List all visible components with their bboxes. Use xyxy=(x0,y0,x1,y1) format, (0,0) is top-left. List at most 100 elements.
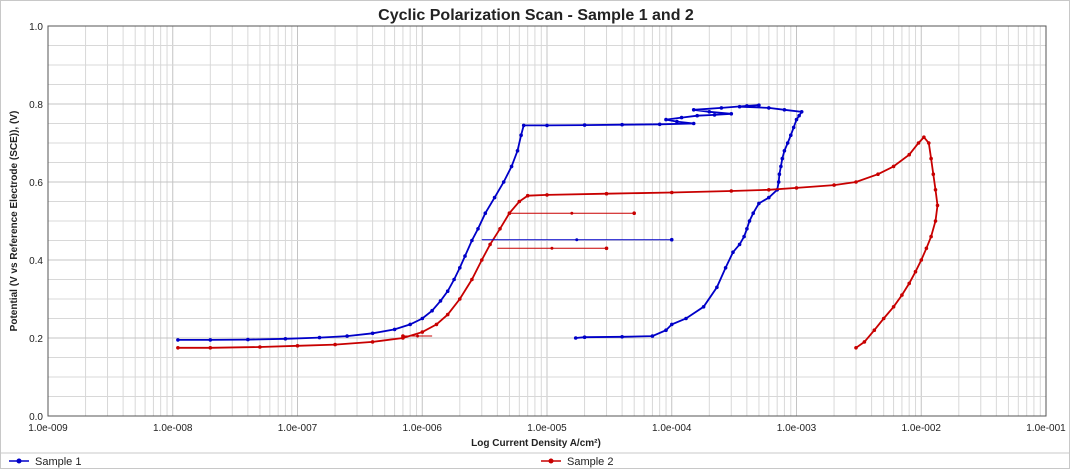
series-point xyxy=(408,322,413,327)
side-trace-point xyxy=(550,246,554,250)
legend-label: Sample 2 xyxy=(567,456,613,468)
series-point xyxy=(515,149,520,153)
side-trace-point xyxy=(570,211,574,215)
side-trace-point xyxy=(416,334,420,338)
side-trace-point xyxy=(604,246,609,251)
series-point xyxy=(799,110,804,114)
series-point xyxy=(876,172,880,176)
series-point xyxy=(604,191,609,196)
series-point xyxy=(776,180,781,184)
series-point xyxy=(498,227,502,231)
series-point xyxy=(434,322,439,327)
series-point xyxy=(924,246,929,251)
series-point xyxy=(935,203,940,208)
series-point xyxy=(670,190,674,195)
series-point xyxy=(691,121,696,126)
series-point xyxy=(208,338,213,342)
series-point xyxy=(420,330,425,334)
series-point xyxy=(933,188,938,192)
series-point xyxy=(333,342,337,347)
x-tick-label: 1.0e-003 xyxy=(777,423,817,434)
series-point xyxy=(445,312,450,317)
side-trace-point xyxy=(669,237,674,242)
series-point xyxy=(370,331,375,336)
series-point xyxy=(751,211,755,215)
series-point xyxy=(657,122,662,127)
series-point xyxy=(757,103,761,107)
series-point xyxy=(208,346,213,350)
series-point xyxy=(737,104,742,109)
series-point xyxy=(684,316,688,321)
series-point xyxy=(246,337,250,342)
series-point xyxy=(470,277,474,282)
series-point xyxy=(782,149,787,153)
series-point xyxy=(501,180,506,184)
series-point xyxy=(458,297,462,301)
series-point xyxy=(452,277,456,282)
series-point xyxy=(919,258,924,262)
y-tick-label: 0.2 xyxy=(29,334,43,345)
side-trace-point xyxy=(401,334,405,338)
series-point xyxy=(392,327,397,332)
series-point xyxy=(370,340,375,344)
series-point xyxy=(670,322,674,327)
series-point xyxy=(745,227,749,231)
series-point xyxy=(729,112,734,116)
series-point xyxy=(782,108,787,112)
series-point xyxy=(650,334,655,338)
x-tick-label: 1.0e-005 xyxy=(527,423,567,434)
series-point xyxy=(691,108,696,112)
series-point xyxy=(519,133,523,137)
legend: Sample 1 Sample 2 xyxy=(9,456,613,468)
series-point xyxy=(931,172,936,176)
series-point xyxy=(767,188,771,192)
series-point xyxy=(507,211,512,215)
series-point xyxy=(922,135,926,139)
series-point xyxy=(794,117,799,122)
series-point xyxy=(715,285,719,290)
x-tick-label: 1.0e-008 xyxy=(153,423,193,434)
series-point xyxy=(881,316,886,321)
series-point xyxy=(664,117,668,122)
series-point xyxy=(492,195,497,200)
side-trace-point xyxy=(632,211,636,215)
series-point xyxy=(573,336,578,340)
series-point xyxy=(701,305,706,309)
series-point xyxy=(470,238,474,243)
series-point xyxy=(445,289,450,294)
series-point xyxy=(517,199,522,204)
series-point xyxy=(476,227,480,231)
series-point xyxy=(521,123,526,128)
y-tick-labels: 0.0 0.2 0.4 0.6 0.8 1.0 xyxy=(29,22,43,423)
series-point xyxy=(458,266,462,270)
series-point xyxy=(927,141,931,145)
series-point xyxy=(767,195,771,200)
series-point xyxy=(777,172,782,176)
side-trace-point xyxy=(575,238,579,242)
series-point xyxy=(832,183,836,187)
y-tick-label: 0.8 xyxy=(29,100,43,111)
series-point xyxy=(723,266,728,270)
series-point xyxy=(176,338,180,342)
series-point xyxy=(712,113,717,117)
series-point xyxy=(907,152,911,157)
series-point xyxy=(742,234,746,239)
series-point xyxy=(780,156,785,161)
series-point xyxy=(907,281,911,286)
series-point xyxy=(913,269,918,274)
series-point xyxy=(620,335,624,339)
series-point xyxy=(483,211,488,215)
series-line xyxy=(177,135,939,349)
series-point xyxy=(463,254,467,258)
y-tick-label: 0.6 xyxy=(29,178,43,189)
series-point xyxy=(789,133,793,137)
legend-label: Sample 1 xyxy=(35,456,81,468)
series-point xyxy=(929,234,933,239)
x-tick-label: 1.0e-002 xyxy=(902,423,942,434)
series-point xyxy=(176,346,180,350)
series-point xyxy=(737,242,742,247)
series-point xyxy=(317,335,322,340)
series-point xyxy=(933,219,938,223)
